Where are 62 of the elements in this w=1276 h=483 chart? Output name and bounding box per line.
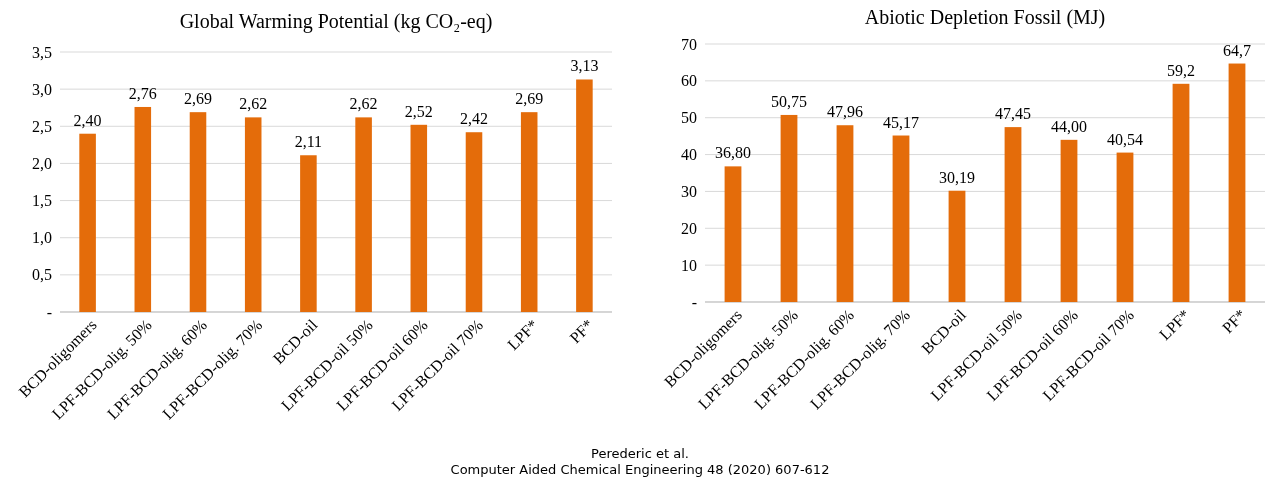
data-label: 64,7 [1223, 41, 1251, 59]
data-label: 47,96 [827, 103, 863, 121]
data-label: 3,13 [570, 57, 599, 75]
y-tick-label: 30 [681, 183, 697, 201]
data-label: 2,76 [128, 84, 157, 102]
data-label: 2,52 [404, 102, 433, 120]
data-label: 30,19 [939, 168, 975, 186]
y-tick-label: 3,5 [32, 43, 52, 61]
data-label: 36,80 [715, 144, 751, 162]
y-tick-label: 3,0 [32, 80, 52, 98]
y-tick-label: - [691, 293, 697, 311]
bar [1004, 127, 1022, 302]
x-tick-label: PF* [1218, 306, 1250, 337]
data-label: 47,45 [995, 105, 1031, 123]
data-label: 45,17 [883, 113, 919, 131]
chart-title: Global Warming Potential (kg CO₂-eq) [179, 10, 493, 33]
y-tick-label: 70 [681, 35, 697, 53]
data-label: 50,75 [771, 92, 807, 110]
y-tick-label: 1,0 [32, 229, 52, 247]
text: Perederic et al. [591, 446, 689, 461]
data-label: 44,00 [1051, 117, 1087, 135]
bar [355, 117, 372, 312]
bar [79, 133, 96, 312]
bar [1060, 139, 1078, 302]
bar [724, 166, 742, 302]
y-tick-label: 2,5 [32, 117, 52, 135]
data-label: 2,62 [349, 95, 378, 113]
bar [948, 190, 966, 302]
text: Computer Aided Chemical Engineering 48 (2020) 607-612 [450, 462, 830, 477]
y-tick-label: 20 [681, 219, 697, 237]
data-label: 2,69 [515, 90, 544, 108]
bar [244, 117, 262, 312]
data-label: 40,54 [1107, 130, 1143, 148]
data-label: 2,42 [460, 110, 488, 128]
bar [576, 79, 593, 312]
y-tick-label: 60 [681, 72, 697, 90]
data-label: 2,69 [184, 90, 212, 108]
y-tick-label: 40 [681, 146, 697, 164]
x-tick-label: PF* [566, 316, 597, 347]
bar [410, 124, 428, 312]
y-tick-label: 50 [681, 109, 697, 127]
bar [1116, 152, 1134, 302]
bar [1172, 83, 1190, 302]
data-label: 2,62 [239, 95, 268, 113]
y-tick-label: 10 [681, 256, 697, 274]
bar [300, 155, 317, 312]
bar [780, 114, 798, 302]
bar [134, 106, 152, 312]
y-tick-label: 0,5 [32, 266, 52, 284]
data-label: 59,2 [1167, 61, 1195, 79]
y-tick-label: 2,0 [32, 155, 52, 173]
bar [189, 112, 207, 312]
bar [892, 135, 910, 302]
y-tick-label: - [46, 303, 52, 321]
chart-title: Abiotic Depletion Fossil (MJ) [864, 6, 1106, 29]
y-tick-label: 1,5 [32, 192, 52, 210]
bar [1228, 63, 1246, 302]
data-label: 2,40 [73, 111, 102, 129]
data-label: 2,11 [294, 133, 323, 151]
bar [836, 125, 854, 302]
bar [520, 112, 538, 312]
bar [465, 132, 483, 312]
